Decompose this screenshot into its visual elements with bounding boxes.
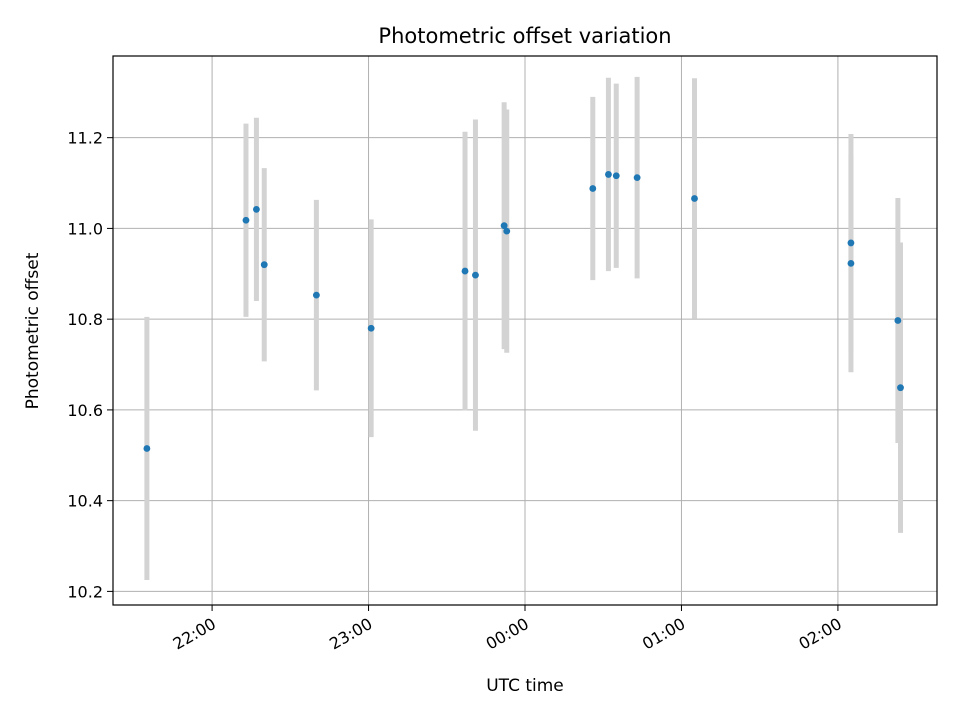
y-tick-label: 11.2	[67, 129, 103, 148]
grid	[113, 56, 937, 605]
data-point	[589, 185, 597, 192]
data-point	[260, 261, 268, 269]
data-point	[500, 222, 508, 230]
data-point	[612, 172, 620, 180]
data-points	[143, 171, 904, 452]
data-point	[143, 445, 151, 452]
y-tick-label: 11.0	[67, 219, 103, 238]
data-point	[503, 227, 511, 235]
y-tick-label: 10.6	[67, 401, 103, 420]
y-axis-ticks: 10.2 10.4 10.6 10.8 11.0 11.2	[67, 129, 113, 601]
data-point	[461, 267, 469, 275]
y-axis-label: Photometric offset	[23, 252, 43, 409]
data-point	[242, 216, 250, 224]
data-point	[691, 195, 698, 202]
data-point	[847, 259, 855, 267]
data-point	[633, 174, 641, 181]
data-point	[472, 271, 479, 279]
chart-title: Photometric offset variation	[378, 24, 671, 48]
data-point	[894, 317, 902, 324]
data-point	[367, 324, 375, 332]
y-tick-label: 10.2	[67, 582, 103, 601]
y-tick-label: 10.4	[67, 492, 103, 511]
data-point	[605, 171, 612, 178]
data-point	[847, 239, 855, 247]
x-axis-label: UTC time	[486, 676, 564, 696]
data-point	[253, 205, 260, 213]
y-tick-label: 10.8	[67, 310, 103, 329]
data-point	[897, 384, 904, 392]
data-point	[312, 291, 320, 299]
